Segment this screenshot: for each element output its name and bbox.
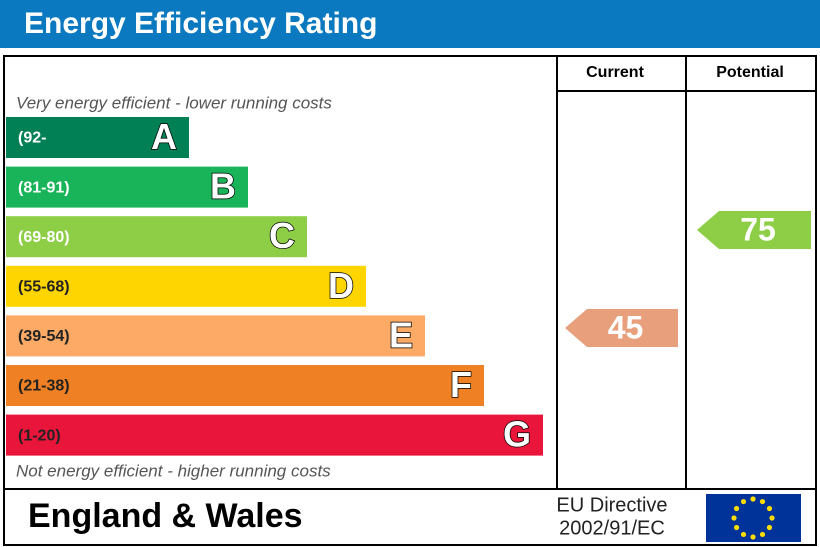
top-note: Very energy efficient - lower running co…	[16, 93, 332, 112]
rating-arrow	[565, 309, 678, 347]
column-header: Potential	[716, 64, 784, 81]
directive: EU Directive	[556, 494, 667, 516]
band-bar	[6, 166, 248, 208]
star	[759, 531, 766, 538]
band-letter: E	[389, 314, 413, 355]
bottom-note: Not energy efficient - higher running co…	[16, 461, 331, 480]
band-bar	[6, 315, 425, 357]
title-bar	[0, 0, 820, 48]
eu-stars	[731, 496, 775, 540]
star	[769, 515, 775, 521]
star	[766, 524, 773, 531]
region: England & Wales	[28, 497, 303, 535]
band-range: (39-54)	[18, 328, 70, 345]
band-range: (21-38)	[18, 378, 70, 395]
rating-arrow	[697, 211, 811, 249]
star	[750, 534, 756, 540]
star	[740, 531, 747, 538]
band-range: (81-91)	[18, 179, 70, 196]
star	[731, 515, 737, 521]
band-bar	[6, 216, 307, 258]
band-letter: F	[450, 364, 472, 405]
star	[766, 505, 773, 512]
rating-value: 75	[740, 211, 776, 247]
column-header: Current	[586, 64, 644, 81]
star	[759, 498, 766, 505]
band-bar	[6, 414, 543, 456]
eu-flag	[706, 494, 801, 542]
rating-value: 45	[608, 309, 644, 345]
band-bar	[6, 265, 366, 307]
band-letter: C	[269, 215, 295, 256]
band-range: (55-68)	[18, 279, 70, 296]
star	[750, 496, 756, 502]
band-letter: D	[328, 265, 354, 306]
directive: 2002/91/EC	[559, 517, 665, 539]
band-bar	[6, 365, 484, 406]
band-bar	[6, 117, 189, 158]
star	[740, 498, 747, 505]
band-range: (1-20)	[18, 427, 61, 444]
band-letter: A	[151, 116, 177, 157]
frame	[3, 55, 817, 546]
band-range: (92-	[18, 130, 46, 147]
band-letter: G	[503, 414, 531, 455]
star	[733, 524, 740, 531]
title: Energy Efficiency Rating	[24, 7, 377, 40]
star	[733, 505, 740, 512]
band-range: (69-80)	[18, 229, 70, 246]
band-letter: B	[210, 166, 236, 207]
